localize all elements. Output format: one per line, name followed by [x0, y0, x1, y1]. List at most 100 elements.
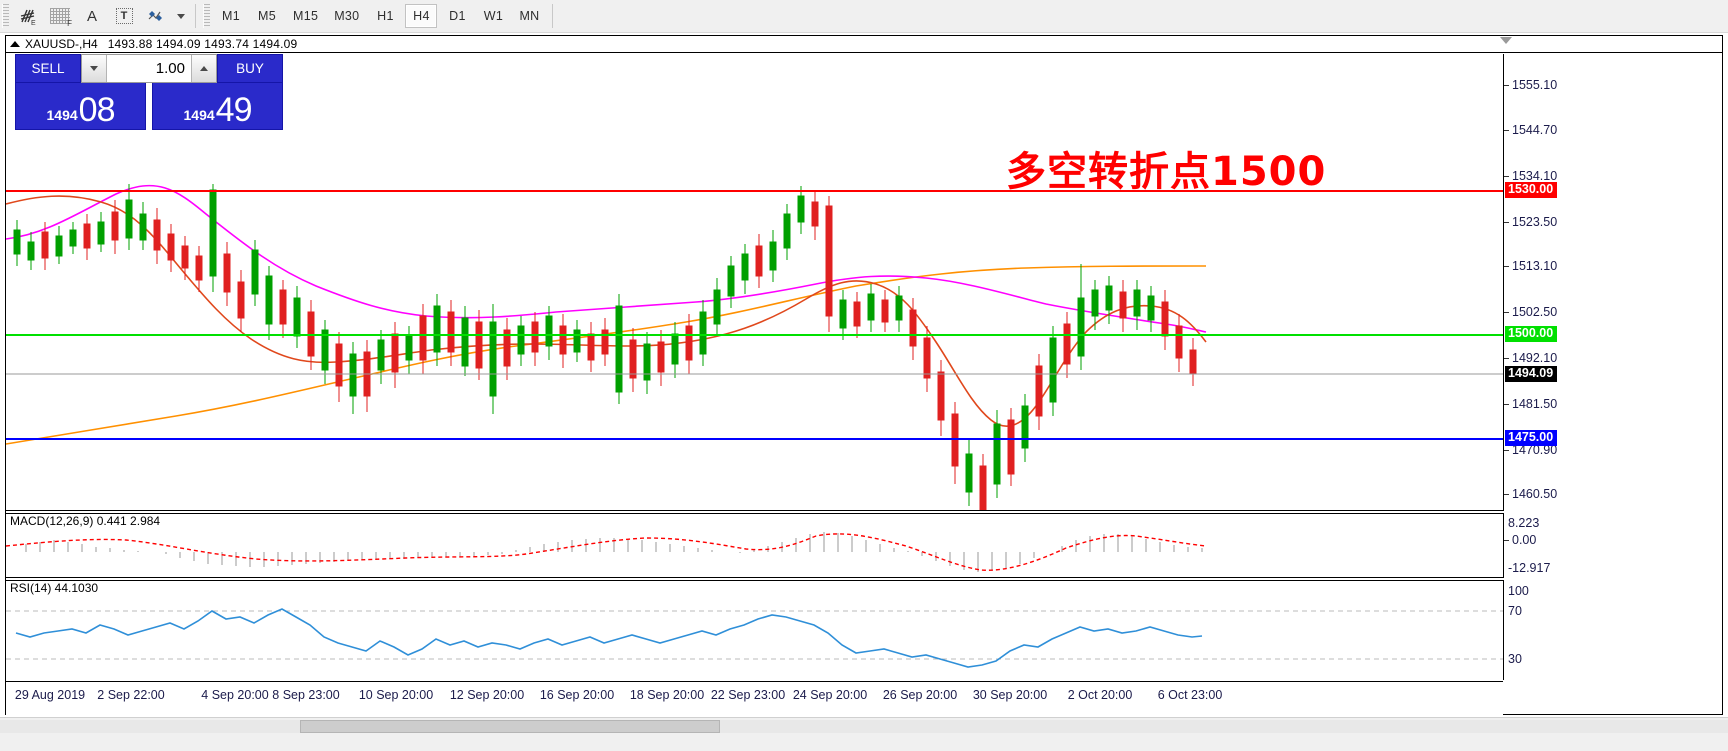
- rsi-label: RSI(14) 44.1030: [10, 581, 99, 595]
- chart-expand-icon[interactable]: [10, 41, 20, 47]
- rsi-line: [15, 608, 1203, 668]
- chevron-up-icon: [200, 66, 208, 71]
- sell-price-decimals: 08: [78, 91, 116, 129]
- macd-chart-svg: [6, 532, 1207, 572]
- price-level-tag-1500.00[interactable]: 1500.00: [1505, 326, 1558, 342]
- time-tick-9: 24 Sep 20:00: [792, 688, 868, 702]
- time-axis: 29 Aug 2019 2 Sep 22:00 4 Sep 20:00 8 Sep 2…: [6, 681, 1503, 715]
- volume-input[interactable]: 1.00: [155, 60, 185, 77]
- grid-icon[interactable]: F: [45, 3, 75, 29]
- rsi-tick-30: 30: [1508, 652, 1522, 666]
- chart-symbol-label: XAUUSD-,H4: [25, 37, 98, 51]
- price-tick-1481.50: 1481.50: [1504, 397, 1557, 411]
- indicators-glyph: E: [20, 9, 36, 26]
- macd-tick-8.223: 8.223: [1508, 516, 1540, 530]
- main-toolbar: E F A T M1 M5 M15 M30 H1 H4 D1 W1 MN: [0, 0, 1728, 33]
- trade-panel-prices-row: 1494 08 1494 49: [15, 83, 283, 130]
- toolbar-separator-2: [552, 4, 554, 28]
- timeframe-button-w1[interactable]: W1: [483, 9, 504, 23]
- chart-ohlc-label: 1493.88 1494.09 1493.74 1494.09: [107, 37, 298, 51]
- ma-magenta-line: [6, 184, 1207, 333]
- time-tick-1: 2 Sep 22:00: [97, 688, 165, 702]
- time-tick-0: 29 Aug 2019: [14, 688, 86, 702]
- grid-sub-label: F: [67, 19, 72, 28]
- candlesticks: [13, 184, 1197, 510]
- toolbar-grip[interactable]: [2, 4, 9, 28]
- grid-glyph: [50, 8, 70, 24]
- chart-window: XAUUSD-,H4 1493.88 1494.09 1493.74 1494.…: [5, 35, 1723, 715]
- scrollbar-track[interactable]: [0, 720, 1728, 733]
- macd-label: MACD(12,26,9) 0.441 2.984: [10, 514, 161, 528]
- macd-scale[interactable]: 8.223 0.00 -12.917: [1503, 513, 1722, 578]
- text-label-icon[interactable]: T: [109, 3, 139, 29]
- timeframe-button-h4[interactable]: H4: [405, 4, 438, 28]
- time-tick-13: 6 Oct 23:00: [1157, 688, 1223, 702]
- price-scale[interactable]: 1555.10 1544.70 1534.10 1523.50 1513.10 1502.…: [1503, 54, 1722, 511]
- volume-increase-button[interactable]: [191, 55, 216, 82]
- rsi-chart-svg: [6, 608, 1503, 668]
- trade-panel-controls-row: SELL 1.00 BUY: [15, 54, 283, 83]
- time-tick-10: 26 Sep 20:00: [882, 688, 958, 702]
- rsi-tick-100: 100: [1508, 584, 1529, 598]
- price-pane[interactable]: 多空转折点1500: [6, 54, 1503, 511]
- text-tool-icon[interactable]: A: [77, 3, 107, 29]
- objects-icon[interactable]: [141, 3, 171, 29]
- rsi-scale[interactable]: 100 70 30: [1503, 580, 1722, 680]
- macd-tick-0.00: 0.00: [1504, 533, 1536, 547]
- time-tick-11: 30 Sep 20:00: [972, 688, 1048, 702]
- price-tick-1460.50: 1460.50: [1504, 487, 1557, 501]
- buy-price-whole: 1494: [183, 107, 215, 123]
- price-tick-1544.70: 1544.70: [1504, 123, 1557, 137]
- timeframe-button-m15[interactable]: M15: [293, 9, 319, 23]
- volume-decrease-button[interactable]: [82, 55, 107, 82]
- svg-text:E: E: [31, 20, 36, 26]
- price-tick-1470.90: 1470.90: [1504, 443, 1557, 457]
- current-price-tag[interactable]: 1494.09: [1505, 366, 1558, 382]
- price-tick-1492.10: 1492.10: [1504, 351, 1557, 365]
- sell-price-display[interactable]: 1494 08: [15, 83, 146, 130]
- price-tick-1555.10: 1555.10: [1504, 78, 1557, 92]
- price-tick-1534.10: 1534.10: [1504, 169, 1557, 183]
- objects-dropdown-icon[interactable]: [173, 3, 189, 29]
- indicators-icon[interactable]: E: [13, 3, 43, 29]
- one-click-trading-panel: SELL 1.00 BUY 1494 08 1494 49: [15, 54, 283, 130]
- support-level-line-1475: [6, 438, 1503, 440]
- timeframe-group: M1 M5 M15 M30 H1 H4 D1 W1 MN: [213, 4, 547, 28]
- timeframe-button-d1[interactable]: D1: [449, 9, 466, 23]
- timeframe-button-h1[interactable]: H1: [377, 9, 394, 23]
- volume-stepper[interactable]: 1.00: [81, 54, 217, 83]
- time-tick-6: 16 Sep 20:00: [539, 688, 615, 702]
- buy-price-decimals: 49: [215, 91, 253, 129]
- time-tick-2: 4 Sep 20:00: [201, 688, 269, 702]
- buy-price-display[interactable]: 1494 49: [152, 83, 283, 130]
- objects-glyph: [148, 11, 162, 21]
- timeframe-button-m5[interactable]: M5: [258, 9, 276, 23]
- timeframe-button-m1[interactable]: M1: [222, 9, 240, 23]
- timeframe-grip[interactable]: [203, 4, 210, 28]
- price-level-tag-1530.00[interactable]: 1530.00: [1505, 182, 1558, 198]
- macd-signal-line: [6, 533, 1207, 571]
- sell-price-whole: 1494: [46, 107, 78, 123]
- price-tick-1513.10: 1513.10: [1504, 259, 1557, 273]
- timeframe-button-mn[interactable]: MN: [519, 9, 540, 23]
- price-level-tag-1475.00[interactable]: 1475.00: [1505, 430, 1558, 446]
- resistance-level-line-1530: [6, 190, 1503, 192]
- chevron-down-icon: [90, 66, 98, 71]
- macd-pane[interactable]: MACD(12,26,9) 0.441 2.984: [6, 513, 1503, 578]
- buy-button[interactable]: BUY: [217, 54, 283, 83]
- time-tick-7: 18 Sep 20:00: [629, 688, 705, 702]
- rsi-pane[interactable]: RSI(14) 44.1030: [6, 580, 1503, 680]
- price-chart-svg: [6, 184, 1503, 510]
- chart-annotation-text: 多空转折点1500: [1006, 149, 1327, 195]
- horizontal-scrollbar[interactable]: [0, 717, 1728, 751]
- text-label-glyph: T: [115, 8, 133, 24]
- scrollbar-thumb[interactable]: [300, 720, 720, 733]
- price-tick-1523.50: 1523.50: [1504, 215, 1557, 229]
- time-tick-3: 8 Sep 23:00: [272, 688, 340, 702]
- sell-button[interactable]: SELL: [15, 54, 81, 83]
- pivot-level-line-1500: [6, 334, 1503, 336]
- chart-collapse-icon[interactable]: [1500, 37, 1512, 44]
- timeframe-button-m30[interactable]: M30: [334, 9, 360, 23]
- time-tick-4: 10 Sep 20:00: [358, 688, 434, 702]
- toolbar-separator: [195, 4, 196, 28]
